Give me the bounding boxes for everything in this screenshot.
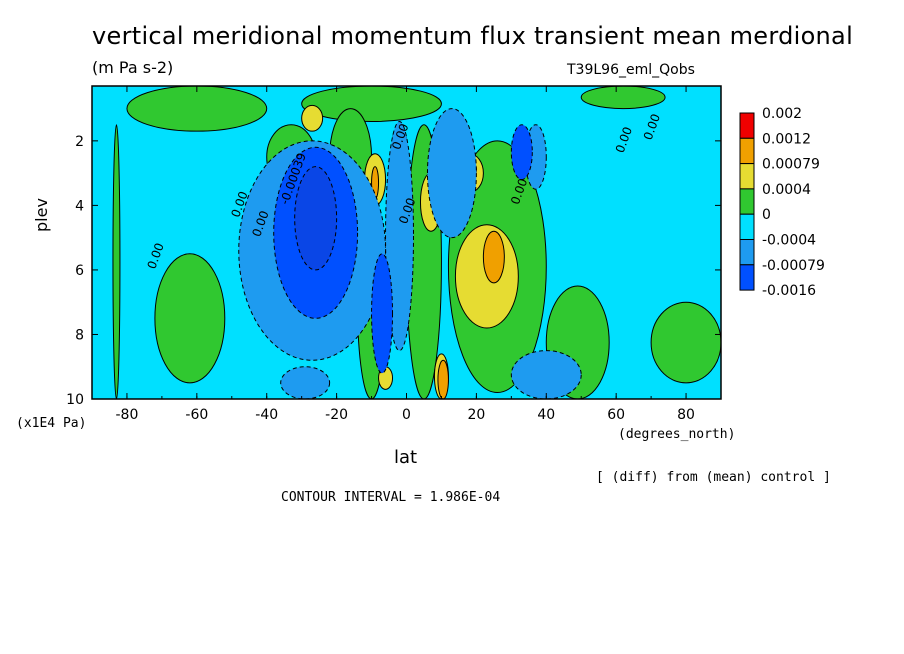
region-neg2-33 [510, 124, 533, 181]
x-tick-label: 60 [607, 407, 625, 423]
x-axis-label: lat [394, 447, 418, 468]
y-tick-label: 2 [75, 134, 84, 150]
legend-swatch [739, 163, 755, 190]
y-axis-units: (x1E4 Pa) [16, 416, 87, 431]
chart-title: vertical meridional momentum flux transi… [92, 22, 854, 50]
region-pos1-1 [112, 124, 121, 399]
region-neg1-30 [510, 350, 582, 399]
x-axis-units: (degrees_north) [618, 427, 736, 442]
x-tick-label: -20 [325, 407, 348, 423]
region-pos1-2 [154, 253, 226, 384]
y-tick-label: 4 [75, 198, 84, 214]
region-neg2-32 [371, 253, 394, 374]
region-neg1-26 [385, 120, 414, 352]
x-tick-label: 80 [677, 407, 695, 423]
region-pos1-11 [580, 86, 666, 110]
axes: -80 -60 -40 -20 0 20 40 60 80 2 4 6 8 10 [66, 85, 722, 423]
color-legend: 0.002 0.0012 0.00079 0.0004 0 -0.0004 -0.00079… [739, 106, 825, 299]
legend-swatch [739, 188, 755, 215]
region-pos3-22 [482, 230, 505, 284]
region-neg1-29 [280, 366, 331, 399]
chart-units: (m Pa s-2) [92, 58, 174, 77]
contour-interval: CONTOUR INTERVAL = 1.986E-04 [281, 490, 501, 505]
legend-label: 0.0004 [762, 182, 811, 198]
region-pos2-12 [301, 104, 324, 132]
legend-label: -0.0016 [762, 283, 816, 299]
y-tick-label: 6 [75, 263, 84, 279]
legend-swatch [739, 137, 755, 165]
legend-label: 0.002 [762, 106, 802, 122]
legend-swatch [739, 264, 755, 291]
y-tick-label: 10 [66, 392, 84, 408]
legend-label: 0.0012 [762, 131, 811, 147]
legend-label: -0.00079 [762, 258, 825, 274]
x-tick-label: 0 [402, 407, 411, 423]
region-pos3-23 [437, 359, 449, 399]
legend-swatch [739, 239, 755, 266]
x-tick-label: 40 [537, 407, 555, 423]
x-tick-label: 20 [467, 407, 485, 423]
y-tick-label: 8 [75, 327, 84, 343]
run-name: T39L96_eml_Qobs [567, 62, 695, 78]
legend-label: 0.00079 [762, 157, 820, 173]
x-tick-label: -40 [255, 407, 278, 423]
x-tick-label: -60 [185, 407, 208, 423]
x-tick-label: -80 [116, 407, 139, 423]
legend-swatch [739, 213, 755, 240]
region-pos1-0 [126, 86, 268, 132]
region-neg3-34 [294, 166, 338, 271]
legend-label: 0 [762, 207, 771, 223]
diff-note: [ (diff) from (mean) control ] [596, 470, 831, 485]
region-pos1-3 [301, 86, 442, 122]
region-neg1-27 [426, 108, 477, 239]
region-pos1-10 [650, 301, 721, 384]
legend-label: -0.0004 [762, 233, 816, 249]
legend-swatch [739, 112, 755, 139]
